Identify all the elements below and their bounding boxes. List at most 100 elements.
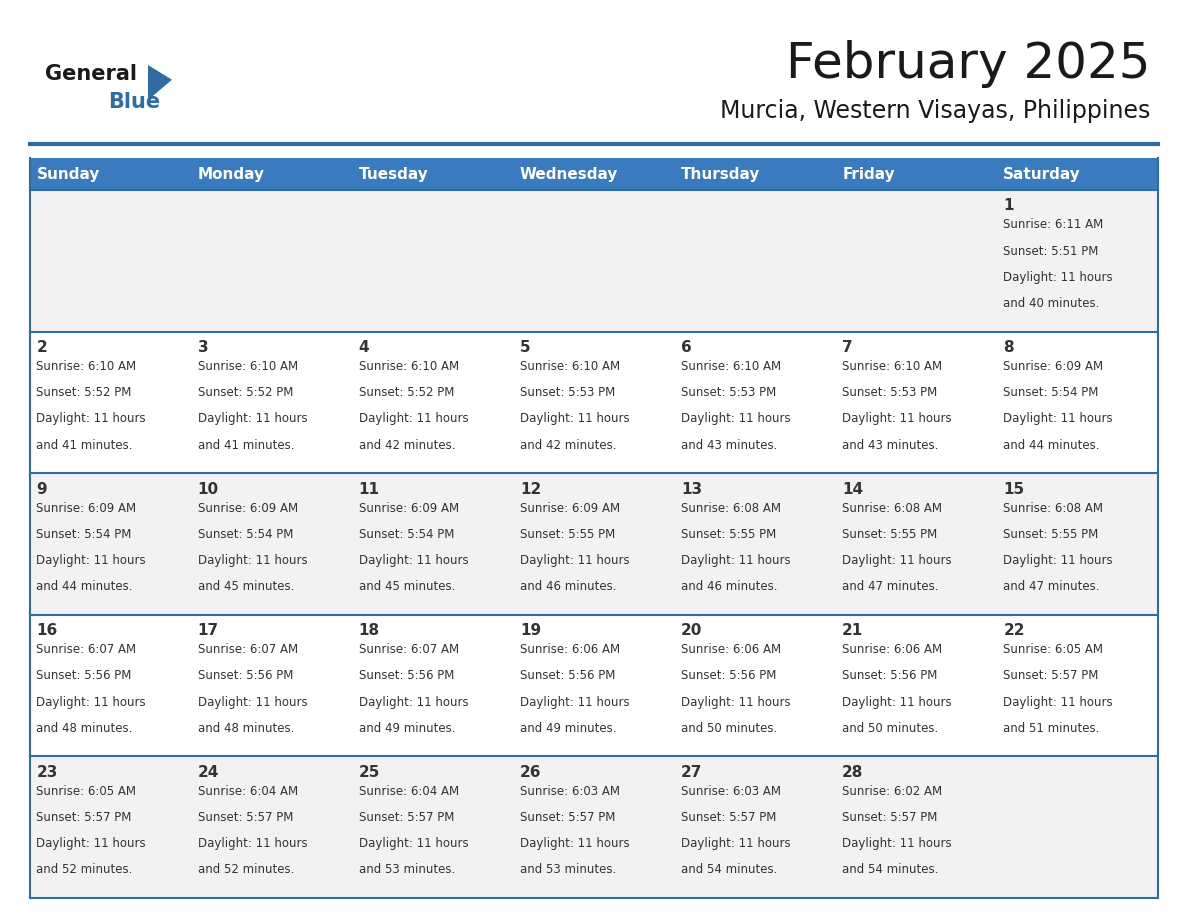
FancyBboxPatch shape	[353, 756, 513, 898]
Text: Sunrise: 6:06 AM: Sunrise: 6:06 AM	[520, 644, 620, 656]
Text: Daylight: 11 hours: Daylight: 11 hours	[37, 696, 146, 709]
Text: and 47 minutes.: and 47 minutes.	[1004, 580, 1100, 593]
FancyBboxPatch shape	[997, 190, 1158, 331]
Text: and 45 minutes.: and 45 minutes.	[197, 580, 293, 593]
Text: Murcia, Western Visayas, Philippines: Murcia, Western Visayas, Philippines	[720, 99, 1150, 123]
Text: and 42 minutes.: and 42 minutes.	[359, 439, 455, 452]
Text: Daylight: 11 hours: Daylight: 11 hours	[359, 696, 468, 709]
FancyBboxPatch shape	[30, 615, 191, 756]
Text: and 43 minutes.: and 43 minutes.	[681, 439, 777, 452]
Text: 19: 19	[520, 623, 541, 638]
Text: Sunset: 5:55 PM: Sunset: 5:55 PM	[842, 528, 937, 541]
Text: and 47 minutes.: and 47 minutes.	[842, 580, 939, 593]
Text: and 53 minutes.: and 53 minutes.	[520, 863, 617, 877]
Text: and 54 minutes.: and 54 minutes.	[681, 863, 777, 877]
FancyBboxPatch shape	[997, 331, 1158, 473]
Polygon shape	[148, 65, 172, 100]
Text: Sunset: 5:55 PM: Sunset: 5:55 PM	[681, 528, 776, 541]
FancyBboxPatch shape	[353, 158, 513, 190]
Text: Sunrise: 6:10 AM: Sunrise: 6:10 AM	[681, 360, 782, 373]
Text: 9: 9	[37, 482, 48, 497]
Text: 3: 3	[197, 340, 208, 355]
Text: Sunrise: 6:09 AM: Sunrise: 6:09 AM	[1004, 360, 1104, 373]
Text: Sunset: 5:56 PM: Sunset: 5:56 PM	[520, 669, 615, 682]
Text: Sunset: 5:57 PM: Sunset: 5:57 PM	[520, 811, 615, 824]
Text: Daylight: 11 hours: Daylight: 11 hours	[681, 837, 791, 850]
Text: Daylight: 11 hours: Daylight: 11 hours	[359, 837, 468, 850]
Text: Sunrise: 6:08 AM: Sunrise: 6:08 AM	[1004, 501, 1104, 514]
Text: Friday: Friday	[842, 166, 895, 182]
FancyBboxPatch shape	[191, 756, 353, 898]
Text: and 44 minutes.: and 44 minutes.	[1004, 439, 1100, 452]
FancyBboxPatch shape	[835, 615, 997, 756]
Text: Sunrise: 6:09 AM: Sunrise: 6:09 AM	[520, 501, 620, 514]
FancyBboxPatch shape	[513, 158, 675, 190]
Text: Sunset: 5:57 PM: Sunset: 5:57 PM	[681, 811, 777, 824]
Text: and 48 minutes.: and 48 minutes.	[37, 722, 133, 734]
FancyBboxPatch shape	[997, 756, 1158, 898]
Text: 5: 5	[520, 340, 531, 355]
Text: Sunset: 5:57 PM: Sunset: 5:57 PM	[37, 811, 132, 824]
Text: Sunrise: 6:10 AM: Sunrise: 6:10 AM	[842, 360, 942, 373]
Text: Sunrise: 6:05 AM: Sunrise: 6:05 AM	[1004, 644, 1104, 656]
Text: 24: 24	[197, 765, 219, 780]
Text: Daylight: 11 hours: Daylight: 11 hours	[37, 837, 146, 850]
Text: and 53 minutes.: and 53 minutes.	[359, 863, 455, 877]
Text: and 50 minutes.: and 50 minutes.	[842, 722, 939, 734]
FancyBboxPatch shape	[675, 190, 835, 331]
Text: 23: 23	[37, 765, 58, 780]
FancyBboxPatch shape	[513, 331, 675, 473]
Text: Sunrise: 6:02 AM: Sunrise: 6:02 AM	[842, 785, 942, 798]
Text: Daylight: 11 hours: Daylight: 11 hours	[197, 554, 308, 567]
Text: Sunset: 5:56 PM: Sunset: 5:56 PM	[359, 669, 454, 682]
Text: Daylight: 11 hours: Daylight: 11 hours	[842, 554, 952, 567]
FancyBboxPatch shape	[191, 158, 353, 190]
Text: Daylight: 11 hours: Daylight: 11 hours	[1004, 412, 1113, 425]
Text: and 49 minutes.: and 49 minutes.	[359, 722, 455, 734]
Text: February 2025: February 2025	[785, 40, 1150, 88]
FancyBboxPatch shape	[191, 473, 353, 615]
FancyBboxPatch shape	[30, 756, 191, 898]
Text: Daylight: 11 hours: Daylight: 11 hours	[359, 412, 468, 425]
Text: Sunrise: 6:03 AM: Sunrise: 6:03 AM	[520, 785, 620, 798]
Text: Daylight: 11 hours: Daylight: 11 hours	[681, 554, 791, 567]
Text: Sunset: 5:56 PM: Sunset: 5:56 PM	[842, 669, 937, 682]
FancyBboxPatch shape	[835, 756, 997, 898]
Text: and 43 minutes.: and 43 minutes.	[842, 439, 939, 452]
FancyBboxPatch shape	[835, 190, 997, 331]
Text: 14: 14	[842, 482, 864, 497]
Text: and 46 minutes.: and 46 minutes.	[520, 580, 617, 593]
Text: Sunset: 5:53 PM: Sunset: 5:53 PM	[681, 386, 776, 399]
FancyBboxPatch shape	[513, 473, 675, 615]
Text: Daylight: 11 hours: Daylight: 11 hours	[842, 696, 952, 709]
FancyBboxPatch shape	[30, 473, 191, 615]
Text: Daylight: 11 hours: Daylight: 11 hours	[681, 696, 791, 709]
Text: and 46 minutes.: and 46 minutes.	[681, 580, 777, 593]
FancyBboxPatch shape	[353, 331, 513, 473]
Text: 2: 2	[37, 340, 48, 355]
Text: Sunset: 5:57 PM: Sunset: 5:57 PM	[1004, 669, 1099, 682]
FancyBboxPatch shape	[997, 473, 1158, 615]
Text: Sunrise: 6:09 AM: Sunrise: 6:09 AM	[359, 501, 459, 514]
FancyBboxPatch shape	[675, 615, 835, 756]
Text: and 50 minutes.: and 50 minutes.	[681, 722, 777, 734]
Text: 28: 28	[842, 765, 864, 780]
Text: Sunset: 5:52 PM: Sunset: 5:52 PM	[197, 386, 293, 399]
Text: and 52 minutes.: and 52 minutes.	[37, 863, 133, 877]
Text: Sunrise: 6:07 AM: Sunrise: 6:07 AM	[359, 644, 459, 656]
Text: 26: 26	[520, 765, 542, 780]
Text: 16: 16	[37, 623, 58, 638]
Text: Sunset: 5:54 PM: Sunset: 5:54 PM	[37, 528, 132, 541]
Text: Sunset: 5:53 PM: Sunset: 5:53 PM	[520, 386, 615, 399]
Text: Sunrise: 6:11 AM: Sunrise: 6:11 AM	[1004, 218, 1104, 231]
FancyBboxPatch shape	[675, 158, 835, 190]
Text: Daylight: 11 hours: Daylight: 11 hours	[197, 412, 308, 425]
Text: Sunrise: 6:08 AM: Sunrise: 6:08 AM	[842, 501, 942, 514]
Text: and 45 minutes.: and 45 minutes.	[359, 580, 455, 593]
Text: Sunset: 5:57 PM: Sunset: 5:57 PM	[197, 811, 293, 824]
FancyBboxPatch shape	[513, 190, 675, 331]
Text: Sunrise: 6:06 AM: Sunrise: 6:06 AM	[842, 644, 942, 656]
Text: 13: 13	[681, 482, 702, 497]
Text: and 49 minutes.: and 49 minutes.	[520, 722, 617, 734]
Text: Sunday: Sunday	[37, 166, 100, 182]
